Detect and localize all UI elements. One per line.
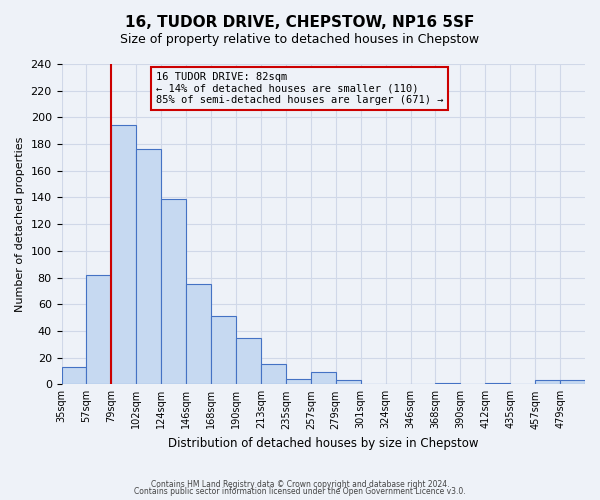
Bar bbox=[485, 383, 510, 384]
Text: Size of property relative to detached houses in Chepstow: Size of property relative to detached ho… bbox=[121, 32, 479, 46]
Bar bbox=[261, 364, 286, 384]
Text: 16, TUDOR DRIVE, CHEPSTOW, NP16 5SF: 16, TUDOR DRIVE, CHEPSTOW, NP16 5SF bbox=[125, 15, 475, 30]
Bar bbox=[535, 380, 560, 384]
X-axis label: Distribution of detached houses by size in Chepstow: Distribution of detached houses by size … bbox=[168, 437, 479, 450]
Bar bbox=[286, 379, 311, 384]
Text: Contains public sector information licensed under the Open Government Licence v3: Contains public sector information licen… bbox=[134, 487, 466, 496]
Bar bbox=[161, 199, 186, 384]
Bar bbox=[62, 367, 86, 384]
Y-axis label: Number of detached properties: Number of detached properties bbox=[15, 136, 25, 312]
Bar bbox=[211, 316, 236, 384]
Bar bbox=[336, 380, 361, 384]
Bar bbox=[311, 372, 336, 384]
Bar bbox=[86, 275, 112, 384]
Bar bbox=[436, 383, 460, 384]
Bar bbox=[112, 126, 136, 384]
Bar bbox=[236, 338, 261, 384]
Bar bbox=[560, 380, 585, 384]
Bar bbox=[186, 284, 211, 384]
Text: 16 TUDOR DRIVE: 82sqm
← 14% of detached houses are smaller (110)
85% of semi-det: 16 TUDOR DRIVE: 82sqm ← 14% of detached … bbox=[156, 72, 443, 105]
Bar bbox=[136, 150, 161, 384]
Text: Contains HM Land Registry data © Crown copyright and database right 2024.: Contains HM Land Registry data © Crown c… bbox=[151, 480, 449, 489]
